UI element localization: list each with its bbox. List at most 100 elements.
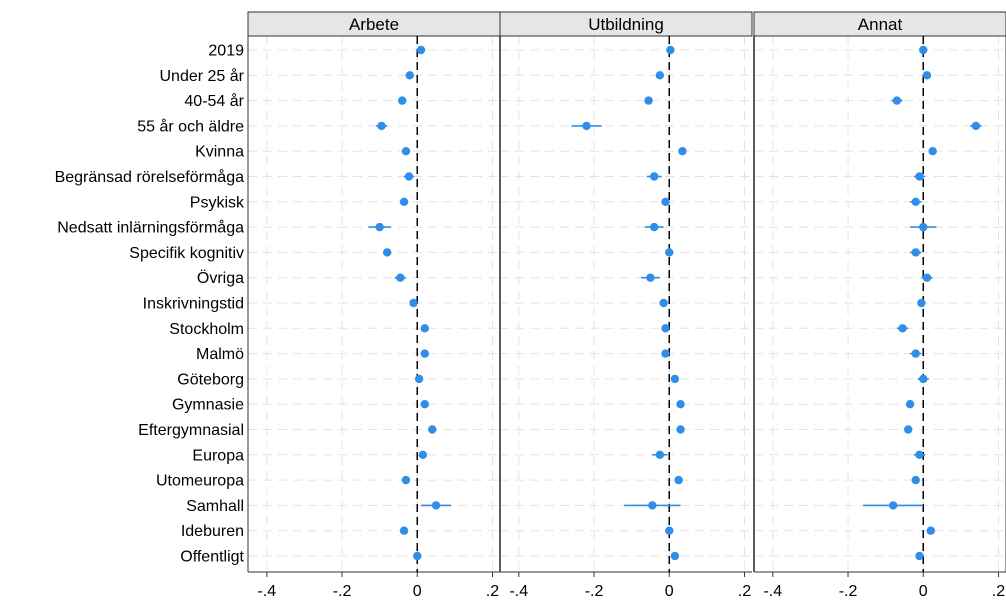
x-tick-label: -.2 bbox=[333, 583, 352, 600]
estimate-point bbox=[892, 96, 902, 105]
estimate-point bbox=[377, 121, 386, 131]
category-label: Psykisk bbox=[190, 194, 245, 211]
estimate-point bbox=[375, 222, 384, 232]
estimate-point bbox=[670, 551, 680, 561]
category-label: Göteborg bbox=[177, 371, 244, 388]
estimate-point bbox=[582, 121, 591, 131]
x-tick-label: .2 bbox=[738, 583, 751, 600]
estimate-point bbox=[911, 475, 920, 485]
estimate-point bbox=[644, 96, 653, 105]
estimate-point bbox=[911, 248, 920, 257]
panel-title: Annat bbox=[858, 15, 903, 34]
panel-header bbox=[753, 11, 1006, 37]
estimate-point bbox=[666, 45, 675, 55]
estimate-point bbox=[428, 425, 437, 434]
estimate-point bbox=[401, 475, 411, 485]
estimate-point bbox=[401, 147, 411, 156]
estimate-point bbox=[396, 273, 405, 282]
category-label: 55 år och äldre bbox=[137, 117, 244, 135]
estimate-point bbox=[648, 501, 657, 510]
estimate-point bbox=[659, 298, 668, 308]
estimate-point bbox=[919, 222, 928, 232]
estimate-point bbox=[420, 349, 429, 358]
estimate-point bbox=[655, 450, 665, 459]
panel-header bbox=[247, 11, 501, 37]
estimate-point bbox=[676, 425, 685, 434]
category-label: Kvinna bbox=[195, 144, 244, 161]
estimate-point bbox=[919, 45, 928, 55]
category-label: Under 25 år bbox=[160, 67, 245, 85]
estimate-point bbox=[911, 197, 920, 206]
estimate-point bbox=[650, 172, 659, 181]
category-label: Specifik kognitiv bbox=[129, 245, 244, 262]
category-label: Nedsatt inlärningsförmåga bbox=[57, 219, 244, 237]
estimate-point bbox=[898, 324, 907, 333]
estimate-point bbox=[650, 222, 659, 232]
category-label: 40-54 år bbox=[184, 92, 244, 110]
estimate-point bbox=[413, 551, 422, 561]
estimate-point bbox=[414, 374, 424, 384]
estimate-point bbox=[919, 374, 928, 384]
x-tick-label: -.4 bbox=[257, 583, 276, 600]
estimate-point bbox=[888, 501, 898, 510]
estimate-point bbox=[431, 501, 441, 510]
estimate-point bbox=[661, 349, 670, 358]
estimate-point bbox=[922, 273, 932, 282]
estimate-point bbox=[915, 450, 924, 459]
category-label: Eftergymnasial bbox=[138, 422, 244, 439]
estimate-point bbox=[971, 121, 981, 131]
category-label: Övriga bbox=[197, 269, 244, 287]
estimate-point bbox=[911, 349, 920, 358]
estimate-point bbox=[416, 45, 426, 55]
category-label: Europa bbox=[192, 447, 244, 464]
x-axis-ticks: -.4 -.2 0 .2 -.4 -.2 0 .2 -.4 -.2 0 .2 bbox=[257, 572, 1005, 600]
estimate-point bbox=[915, 551, 924, 561]
category-label: Inskrivningstid bbox=[143, 296, 244, 313]
zero-reference-lines bbox=[416, 36, 925, 572]
x-tick-label: 0 bbox=[413, 583, 422, 600]
estimate-point bbox=[670, 374, 680, 384]
panel-titles: Arbete Utbildning Annat bbox=[349, 15, 903, 34]
estimate-markers bbox=[368, 45, 982, 561]
category-label: Malmö bbox=[196, 346, 244, 363]
x-tick-label: -.2 bbox=[585, 583, 604, 600]
x-tick-label: .2 bbox=[992, 583, 1005, 600]
category-label: Offentligt bbox=[180, 549, 244, 566]
estimate-point bbox=[420, 324, 429, 333]
category-label: Utomeuropa bbox=[156, 473, 244, 490]
estimate-point bbox=[418, 450, 428, 459]
estimate-point bbox=[917, 298, 926, 308]
panel-header bbox=[499, 11, 753, 37]
estimate-point bbox=[915, 172, 924, 181]
x-tick-label: .2 bbox=[486, 583, 499, 600]
estimate-point bbox=[398, 96, 407, 105]
x-tick-label: -.2 bbox=[839, 583, 858, 600]
estimate-point bbox=[420, 400, 429, 409]
category-label: Gymnasie bbox=[172, 397, 244, 414]
category-label: 2019 bbox=[208, 43, 244, 60]
estimate-point bbox=[661, 197, 670, 206]
estimate-point bbox=[926, 526, 935, 535]
x-tick-label: -.4 bbox=[509, 583, 528, 600]
panel-title: Utbildning bbox=[588, 15, 664, 34]
x-tick-label: -.4 bbox=[763, 583, 782, 600]
panel-frames bbox=[247, 11, 1006, 573]
estimate-point bbox=[922, 71, 932, 80]
estimate-point bbox=[674, 475, 683, 485]
estimate-point bbox=[655, 71, 665, 80]
estimate-point bbox=[665, 248, 674, 257]
x-tick-label: 0 bbox=[919, 583, 928, 600]
estimate-point bbox=[665, 526, 674, 535]
estimate-point bbox=[904, 425, 913, 434]
estimate-point bbox=[399, 526, 409, 535]
category-label: Ideburen bbox=[181, 523, 244, 540]
estimate-point bbox=[678, 147, 687, 156]
panel-title: Arbete bbox=[349, 15, 399, 34]
estimate-point bbox=[676, 400, 685, 409]
category-label: Stockholm bbox=[169, 321, 244, 338]
gridlines bbox=[248, 36, 1006, 572]
category-label: Begränsad rörelseförmåga bbox=[55, 168, 245, 186]
estimate-point bbox=[409, 298, 418, 308]
x-tick-label: 0 bbox=[665, 583, 674, 600]
